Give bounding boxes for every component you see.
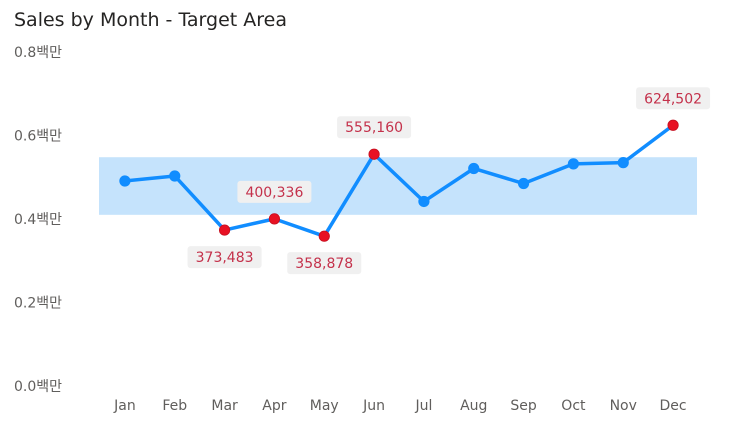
data-label-text: 400,336 [245, 185, 303, 201]
data-label: 400,336 [237, 180, 312, 203]
flagged-data-point[interactable] [268, 213, 281, 225]
data-label-background [636, 87, 711, 110]
x-tick-label: Jul [414, 398, 432, 414]
flagged-data-point[interactable] [318, 230, 330, 242]
data-point[interactable] [169, 170, 181, 182]
data-point[interactable] [567, 158, 580, 170]
x-tick-label: Feb [162, 398, 187, 414]
target-band-layer [99, 157, 698, 215]
data-point[interactable] [517, 177, 530, 190]
y-tick-label: 0.6백만 [14, 129, 62, 145]
x-tick-label: Apr [262, 398, 286, 414]
x-tick-label: May [310, 398, 339, 414]
x-tick-label: Jun [362, 398, 385, 414]
data-label: 624,502 [636, 87, 711, 110]
data-label-text: 373,483 [196, 250, 254, 266]
data-point[interactable] [418, 195, 430, 208]
data-labels: 373,483 400,336 358,878 555,160 624,502 [187, 87, 711, 275]
x-tick-label: Oct [561, 398, 586, 414]
x-tick-label: Nov [610, 398, 637, 414]
data-point[interactable] [617, 157, 629, 169]
data-label-background [237, 180, 312, 203]
x-tick-label: Sep [510, 398, 537, 414]
x-tick-label: Dec [660, 398, 687, 414]
flagged-data-point[interactable] [218, 224, 231, 236]
y-axis: 0.0백만 0.2백만 0.4백만 0.6백만 0.8백만 [14, 45, 62, 395]
data-label-background [187, 246, 262, 269]
flagged-data-point[interactable] [368, 148, 380, 160]
data-label-background [287, 252, 362, 275]
x-tick-label: Jan [113, 398, 136, 414]
x-tick-label: Aug [460, 398, 487, 414]
y-tick-label: 0.4백만 [14, 212, 62, 228]
data-label-text: 358,878 [295, 256, 353, 272]
target-band [99, 157, 698, 215]
y-tick-label: 0.0백만 [14, 379, 62, 395]
flagged-data-point[interactable] [667, 119, 679, 131]
y-tick-label: 0.2백만 [14, 296, 62, 312]
data-points [119, 119, 679, 242]
y-tick-label: 0.8백만 [14, 45, 62, 61]
data-point[interactable] [119, 175, 131, 187]
data-label-text: 624,502 [644, 91, 702, 107]
data-point[interactable] [468, 162, 480, 175]
series-line [123, 123, 675, 238]
data-label-text: 555,160 [345, 120, 403, 136]
data-label-background [337, 116, 412, 139]
data-label: 358,878 [287, 252, 362, 275]
x-axis: Jan Feb Mar Apr May Jun Jul Aug Sep Oct Nov Dec [113, 398, 687, 414]
series-line-layer [123, 123, 675, 238]
x-tick-label: Mar [211, 398, 238, 414]
chart-title: Sales by Month - Target Area [14, 9, 287, 31]
data-label: 373,483 [187, 246, 262, 269]
data-label: 555,160 [337, 116, 412, 139]
